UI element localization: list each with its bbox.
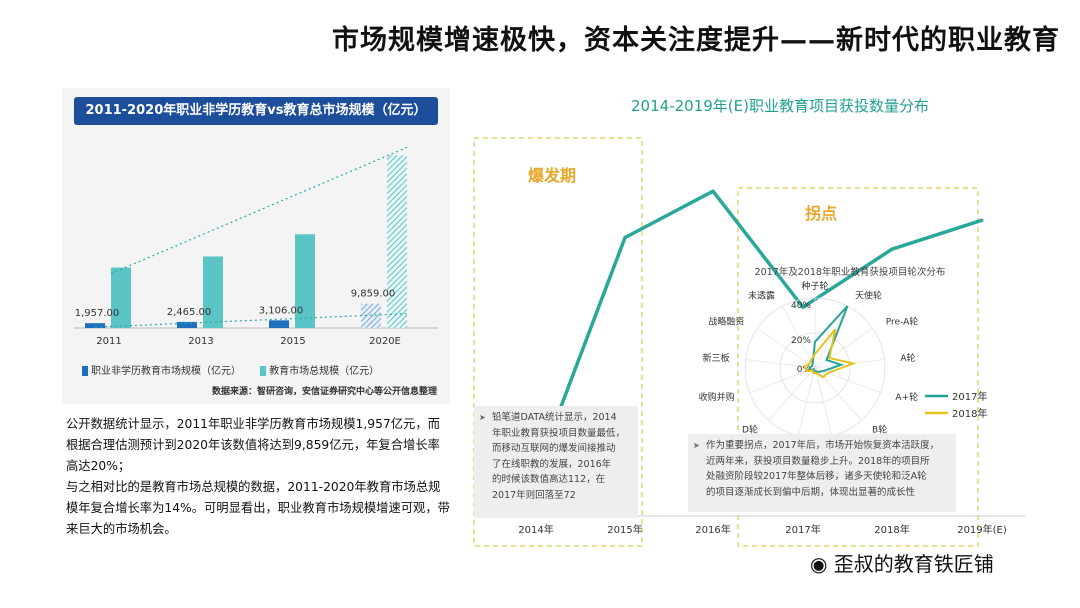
radar-axis-label-A轮: A轮 [900, 352, 915, 364]
radar-axis-label-未透露: 未透露 [748, 289, 775, 301]
watermark-logo: ◉ 歪叔的教育铁匠铺 [810, 552, 994, 576]
bar-vocational-2020E [361, 303, 381, 328]
radar-spoke-6 [814, 367, 833, 437]
line-x-tick-1: 2015年 [607, 523, 642, 536]
radar-axis-label-A+轮: A+轮 [895, 391, 918, 403]
description-paragraph-1: 公开数据统计显示，2011年职业非学历教育市场规模1,957亿元，而根据合理估测… [66, 417, 440, 473]
market-size-legend: 职业非学历教育市场规模（亿元） 教育市场总规模（亿元） [82, 362, 395, 377]
radar-series-2018年 [803, 328, 857, 379]
label-boom-period: 爆发期 [528, 166, 576, 185]
note-boom-line-1: 铅笔道DATA统计显示，2014 [492, 412, 617, 423]
line-chart-title: 2014-2019年(E)职业教育项目获投数量分布 [631, 97, 929, 115]
radar-axis-label-收购并购: 收购并购 [699, 391, 735, 403]
radar-spoke-4 [814, 367, 881, 394]
bar-vocational-2013 [177, 321, 197, 328]
line-x-tick-5: 2019年(E) [957, 523, 1007, 536]
radar-series-2017年 [808, 305, 849, 373]
radar-spoke-12 [782, 305, 816, 369]
radar-spoke-7 [797, 367, 816, 437]
note-boom-period: ➤ 铅笔道DATA统计显示，2014 年职业教育获投项目数量最低， 而移动互联网… [474, 406, 638, 518]
bar-vocational-2011 [85, 323, 105, 328]
note-boom-line-4: 了在线职教的发展，2016年 [492, 458, 612, 470]
radar-spoke-11 [757, 327, 816, 369]
market-size-chart-title: 2011-2020年职业非学历教育vs教育总市场规模（亿元） [74, 97, 438, 125]
data-label-vocational-2013: 2,465.00 [167, 307, 212, 318]
radar-spoke-2 [814, 327, 873, 369]
line-point-2017年 [801, 305, 805, 309]
note-turn-line-1: 作为重要拐点，2017年后，市场开始恢复资本活跃度， [706, 440, 940, 451]
note-turn-line-3: 处融资阶段较2017年整体后移，诸多天使轮和泛A轮 [706, 471, 927, 482]
line-point-2019年(E) [980, 218, 984, 222]
legend-swatch-vocational [82, 366, 88, 376]
line-x-tick-4: 2018年 [874, 523, 909, 536]
radar-tick-40%: 40% [791, 301, 811, 311]
radar-axis-label-天使轮: 天使轮 [855, 289, 882, 301]
bar-total-2013 [203, 256, 223, 328]
page-title: 市场规模增速极快，资本关注度提升——新时代的职业教育 [332, 25, 1060, 56]
description-text: 公开数据统计显示，2011年职业非学历教育市场规模1,957亿元，而根据合理估测… [66, 414, 450, 540]
line-x-tick-3: 2017年 [785, 523, 820, 536]
line-point-2015年 [623, 236, 627, 240]
radar-axis-label-新三板: 新三板 [703, 352, 730, 364]
x-tick-label-2013: 2013 [188, 336, 213, 347]
investment-count-line [534, 189, 983, 474]
radar-axis-label-B轮: B轮 [872, 423, 887, 435]
line-x-tick-2: 2016年 [695, 523, 730, 536]
legend-swatch-total [260, 366, 267, 376]
x-tick-label-2020E: 2020E [369, 336, 401, 347]
note-turning-point: ➤ 作为重要拐点，2017年后，市场开始恢复资本活跃度， 近两年来，获投项目数量… [688, 434, 956, 512]
radar-axis-label-Pre-A轮: Pre-A轮 [886, 315, 919, 327]
bar-total-2011 [111, 267, 131, 328]
note-boom-line-6: 2017年则回落至72 [492, 489, 576, 501]
data-label-vocational-2020E: 9,859.00 [351, 289, 396, 300]
legend-item-vocational: 职业非学历教育市场规模（亿元） [82, 362, 241, 377]
legend-label-vocational: 职业非学历教育市场规模（亿元） [91, 366, 241, 377]
radar-legend-label-0: 2017年 [952, 390, 987, 403]
trend-line-total [110, 146, 408, 275]
radar-spoke-9 [749, 367, 816, 394]
radar-spoke-10 [745, 359, 816, 369]
boom-period-region [473, 137, 643, 547]
trend-line-vocational [94, 313, 408, 328]
market-size-chart-panel: 2011 1,957.00 2013 2,465.00 2015 3,106.00 2020… [62, 88, 450, 404]
legend-item-total: 教育市场总规模（亿元） [260, 362, 379, 377]
radar-tick-0%: 0% [797, 365, 812, 375]
radar-axis-label-D轮: D轮 [742, 423, 758, 435]
radar-axis-label-种子轮: 种子轮 [801, 280, 828, 292]
radar-axis-label-战略融资: 战略融资 [708, 315, 744, 327]
radar-legend-label-1: 2018年 [952, 407, 987, 420]
note-boom-line-5: 的时候该数值高达112，在 [492, 474, 606, 485]
radar-spoke-1 [814, 305, 848, 369]
data-label-vocational-2015: 3,106.00 [259, 305, 304, 316]
radar-title: 2017年及2018年职业教育获投项目轮次分布 [755, 266, 946, 278]
bar-vocational-2015 [269, 320, 289, 328]
line-point-2018年 [890, 247, 894, 251]
note-boom-line-2: 年职业教育获投项目数量最低， [492, 427, 626, 439]
radar-tick-20%: 20% [791, 336, 811, 346]
bar-total-2015 [295, 234, 315, 328]
note-turn-line-4: 的项目逐渐成长到偏中后期，体现出显著的成长性 [706, 486, 916, 498]
label-turning-point: 拐点 [805, 204, 837, 223]
note-turn-line-2: 近两年来，获投项目数量稳步上升。2018年的项目所 [706, 455, 930, 467]
x-tick-label-2015: 2015 [280, 336, 305, 347]
market-size-bar-chart: 2011 1,957.00 2013 2,465.00 2015 3,106.00 2020… [74, 146, 438, 347]
radar-spoke-8 [768, 367, 816, 421]
x-tick-label-2011: 2011 [96, 336, 121, 347]
bullet-arrow-icon: ➤ [479, 413, 486, 422]
bar-total-2020E [387, 155, 407, 328]
data-source-note: 数据来源：智研咨询，安信证券研究中心等公开信息整理 [212, 387, 438, 397]
turning-point-region [737, 187, 979, 547]
line-point-2016年 [711, 189, 715, 193]
bullet-arrow-icon: ➤ [693, 441, 700, 450]
data-label-vocational-2011: 1,957.00 [75, 308, 120, 319]
description-paragraph-2: 与之相对比的是教育市场总规模的数据，2011-2020年教育市场总规模年复合增长… [66, 480, 450, 536]
legend-label-total: 教育市场总规模（亿元） [269, 366, 380, 377]
note-boom-line-3: 而移动互联网的爆发间接推动 [492, 443, 616, 454]
line-x-tick-0: 2014年 [518, 523, 553, 536]
